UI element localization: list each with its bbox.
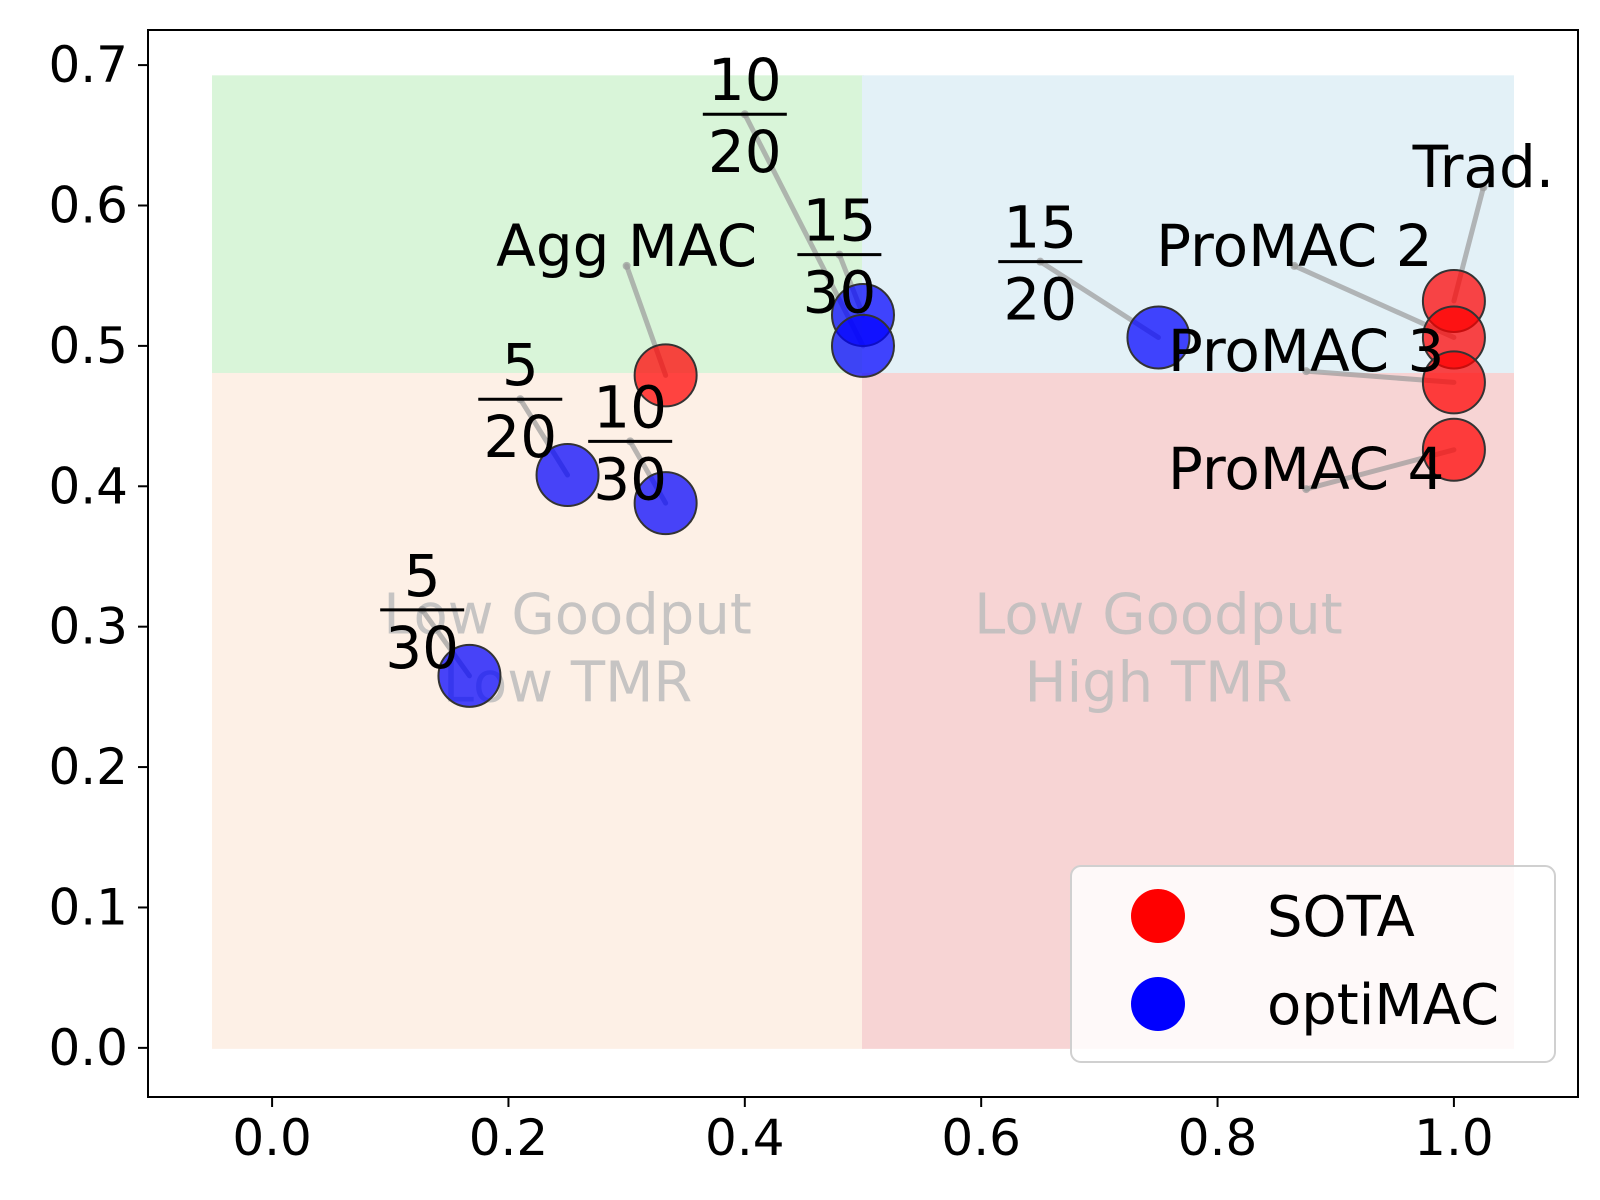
- optimac-point: [535, 443, 600, 508]
- data-points: [437, 268, 1486, 708]
- legend-marker-optimac: [1131, 977, 1185, 1031]
- point-label: ProMAC 3: [1168, 317, 1445, 385]
- plot-frame: [147, 29, 1579, 1098]
- point-label: ProMAC 2: [1156, 212, 1433, 280]
- optimac-point: [437, 643, 502, 708]
- fraction-denominator: 20: [708, 118, 782, 186]
- sota-point: [633, 343, 698, 408]
- y-tick-label: 0.1: [48, 878, 128, 936]
- region-label-1-line-0: Low Goodput: [974, 583, 1343, 648]
- legend-box: [1070, 865, 1556, 1063]
- optimac-point: [1126, 305, 1191, 370]
- fraction-numerator: 15: [1003, 194, 1077, 262]
- legend-marker-sota: [1131, 889, 1185, 943]
- fraction-numerator: 5: [502, 331, 539, 399]
- fraction-denominator: 20: [1003, 266, 1077, 334]
- fraction-denominator: 30: [802, 259, 876, 327]
- fraction-numerator: 10: [593, 373, 667, 441]
- x-tick-label: 0.2: [469, 1109, 549, 1167]
- x-axis-ticks: 0.0 0.2 0.4 0.6 0.8 1.0: [232, 1097, 1494, 1167]
- fraction-numerator: 15: [802, 187, 876, 255]
- point-label: Agg MAC: [496, 212, 757, 280]
- fraction-numerator: 10: [708, 46, 782, 114]
- optimac-point: [831, 313, 895, 378]
- connector-end: [622, 261, 631, 270]
- sota-point: [1421, 417, 1486, 482]
- fraction-denominator: 20: [483, 403, 557, 471]
- y-tick-label: 0.2: [48, 738, 128, 796]
- fraction-numerator: 5: [404, 542, 441, 610]
- y-axis-ticks: 0.0 0.1 0.2 0.3 0.4 0.5 0.6 0.7: [48, 36, 148, 1077]
- x-tick-label: 0.8: [1178, 1109, 1258, 1167]
- y-tick-label: 0.4: [48, 457, 128, 515]
- y-tick-label: 0.6: [48, 176, 128, 234]
- point-label: Trad.: [1412, 133, 1555, 201]
- fraction-denominator: 30: [593, 445, 667, 513]
- y-tick-label: 0.3: [48, 598, 128, 656]
- x-tick-label: 0.0: [232, 1109, 312, 1167]
- optimac-point: [633, 471, 698, 536]
- connector-end: [1302, 367, 1311, 376]
- region-label-1-line-1: High TMR: [1024, 651, 1292, 716]
- y-tick-label: 0.5: [48, 317, 128, 375]
- region-0: [212, 75, 864, 375]
- x-tick-label: 0.6: [941, 1109, 1021, 1167]
- legend: SOTA optiMAC: [1070, 865, 1556, 1063]
- fraction-denominator: 30: [385, 614, 459, 682]
- y-tick-label: 0.7: [48, 36, 128, 94]
- legend-label-optimac: optiMAC: [1267, 973, 1499, 1038]
- connector-end: [1302, 485, 1311, 494]
- x-tick-label: 1.0: [1414, 1109, 1494, 1167]
- point-label: ProMAC 4: [1168, 435, 1445, 503]
- sota-point: [1421, 350, 1486, 415]
- region-1: [862, 75, 1514, 375]
- y-tick-label: 0.0: [48, 1019, 128, 1077]
- connector-end: [1290, 261, 1299, 270]
- x-tick-label: 0.4: [705, 1109, 785, 1167]
- region-label-0-line-0: Low Goodput: [383, 583, 752, 648]
- legend-label-sota: SOTA: [1267, 885, 1415, 950]
- connector-end: [1479, 183, 1488, 192]
